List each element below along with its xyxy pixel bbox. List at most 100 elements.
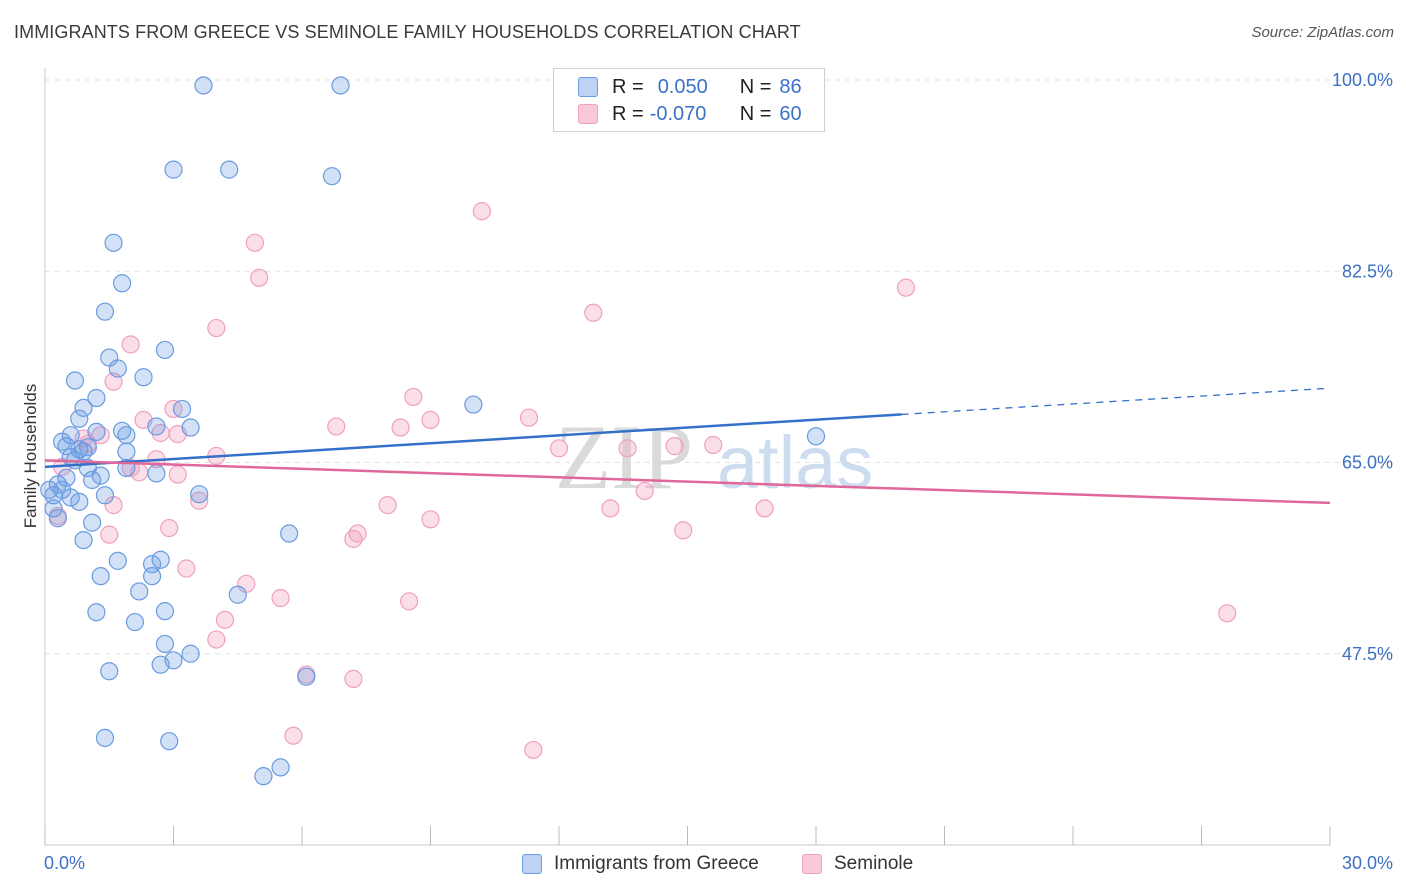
greece-point bbox=[74, 530, 93, 550]
trend-lines bbox=[44, 387, 1331, 505]
seminole-point bbox=[618, 439, 637, 458]
seminole-point bbox=[344, 529, 363, 549]
seminole-point bbox=[421, 410, 440, 429]
legend-row-seminole: R = -0.070 N = 60 bbox=[578, 102, 802, 126]
greece-r-label: R = bbox=[612, 75, 644, 98]
seminole-point bbox=[215, 610, 234, 629]
greece-point bbox=[254, 767, 273, 786]
x-tick-label-min: 0.0% bbox=[44, 853, 85, 873]
chart-title: IMMIGRANTS FROM GREECE VS SEMINOLE FAMIL… bbox=[14, 22, 801, 42]
greece-n-label: N = bbox=[739, 75, 772, 98]
greece-point bbox=[95, 486, 115, 505]
seminole-point bbox=[404, 387, 423, 407]
seminole-point bbox=[168, 465, 187, 484]
seminole-point bbox=[160, 518, 179, 538]
seminole-point bbox=[284, 726, 303, 745]
seminole-point bbox=[1218, 604, 1237, 623]
greece-point bbox=[181, 418, 200, 437]
greece-points bbox=[40, 76, 826, 786]
seminole-point bbox=[378, 496, 397, 515]
seminole-point bbox=[601, 499, 620, 518]
greece-point bbox=[147, 464, 166, 483]
greece-point bbox=[44, 499, 63, 518]
greece-point bbox=[91, 567, 110, 586]
seminole-point bbox=[635, 481, 654, 501]
greece-point bbox=[181, 644, 200, 663]
seminole-n-value: 60 bbox=[779, 102, 802, 125]
grid-lines bbox=[45, 79, 1392, 655]
greece-point bbox=[87, 422, 106, 441]
greece-point bbox=[65, 371, 85, 390]
greece-point bbox=[40, 480, 59, 499]
y-tick-label-3: 100.0% bbox=[1332, 70, 1393, 90]
greece-point bbox=[155, 602, 175, 621]
seminole-point bbox=[421, 510, 440, 529]
greece-n-value: 86 bbox=[779, 75, 802, 98]
greece-point bbox=[87, 603, 106, 622]
bottom-seminole-swatch bbox=[802, 854, 822, 874]
x-tick-label-max: 30.0% bbox=[1342, 853, 1393, 873]
axes bbox=[44, 68, 1331, 846]
greece-point bbox=[331, 76, 350, 95]
y-tick-label-0: 47.5% bbox=[1342, 644, 1393, 664]
seminole-point bbox=[245, 233, 264, 252]
seminole-swatch bbox=[578, 104, 598, 124]
greece-trend-line bbox=[44, 413, 902, 469]
greece-point bbox=[112, 274, 132, 293]
greece-point bbox=[108, 551, 127, 570]
seminole-point bbox=[327, 417, 346, 436]
greece-point bbox=[61, 488, 80, 507]
greece-point bbox=[108, 359, 127, 378]
seminole-point bbox=[391, 418, 410, 437]
greece-point bbox=[160, 732, 179, 751]
greece-point bbox=[147, 417, 166, 436]
greece-r-value: 0.050 bbox=[657, 75, 708, 98]
seminole-point bbox=[207, 318, 226, 338]
seminole-point bbox=[549, 439, 569, 458]
seminole-point bbox=[704, 435, 723, 455]
axis-labels: 47.5% 65.0% 82.5% 100.0% 0.0% 30.0% Family Hou… bbox=[21, 70, 1393, 873]
legend-row-greece: R = 0.050 N = 86 bbox=[578, 75, 802, 99]
greece-point bbox=[164, 160, 183, 179]
greece-point bbox=[100, 662, 119, 681]
greece-point bbox=[228, 585, 247, 604]
seminole-point bbox=[519, 408, 539, 427]
greece-point bbox=[172, 399, 192, 419]
watermark: ZIP atlas bbox=[555, 406, 873, 508]
seminole-trend-line bbox=[44, 459, 1331, 505]
greece-point bbox=[83, 513, 102, 532]
seminole-point bbox=[100, 525, 119, 544]
seminole-point bbox=[177, 559, 196, 578]
source-label: Source: ZipAtlas.com bbox=[1251, 24, 1394, 41]
seminole-point bbox=[524, 740, 543, 760]
greece-point bbox=[104, 233, 123, 252]
seminole-point bbox=[665, 437, 684, 456]
seminole-point bbox=[896, 278, 916, 297]
seminole-point bbox=[344, 669, 363, 688]
seminole-point bbox=[207, 630, 226, 649]
y-tick-label-2: 82.5% bbox=[1342, 261, 1393, 281]
bottom-greece-swatch bbox=[522, 854, 542, 874]
correlation-legend: R = 0.050 N = 86 R = -0.070 N = 60 bbox=[553, 68, 825, 132]
seminole-point bbox=[472, 202, 491, 221]
watermark-zip: ZIP bbox=[555, 406, 693, 508]
greece-point bbox=[155, 340, 175, 360]
greece-point bbox=[280, 524, 299, 543]
greece-point bbox=[117, 442, 136, 461]
y-axis-title: Family Households bbox=[21, 384, 40, 529]
greece-point bbox=[194, 76, 213, 95]
seminole-point bbox=[399, 592, 419, 611]
seminole-point bbox=[584, 303, 603, 322]
seminole-r-label: R = bbox=[612, 102, 644, 125]
seminole-r-value: -0.070 bbox=[649, 102, 707, 125]
bottom-legend-greece: Immigrants from Greece bbox=[522, 852, 759, 876]
seminole-n-label: N = bbox=[739, 102, 772, 125]
greece-swatch bbox=[578, 77, 598, 97]
seminole-point bbox=[121, 335, 140, 354]
watermark-atlas: atlas bbox=[717, 421, 873, 504]
greece-point bbox=[142, 567, 162, 586]
seminole-point bbox=[755, 499, 774, 518]
greece-point bbox=[806, 427, 826, 446]
bottom-legend-seminole: Seminole bbox=[802, 852, 913, 876]
greece-point bbox=[297, 667, 316, 686]
